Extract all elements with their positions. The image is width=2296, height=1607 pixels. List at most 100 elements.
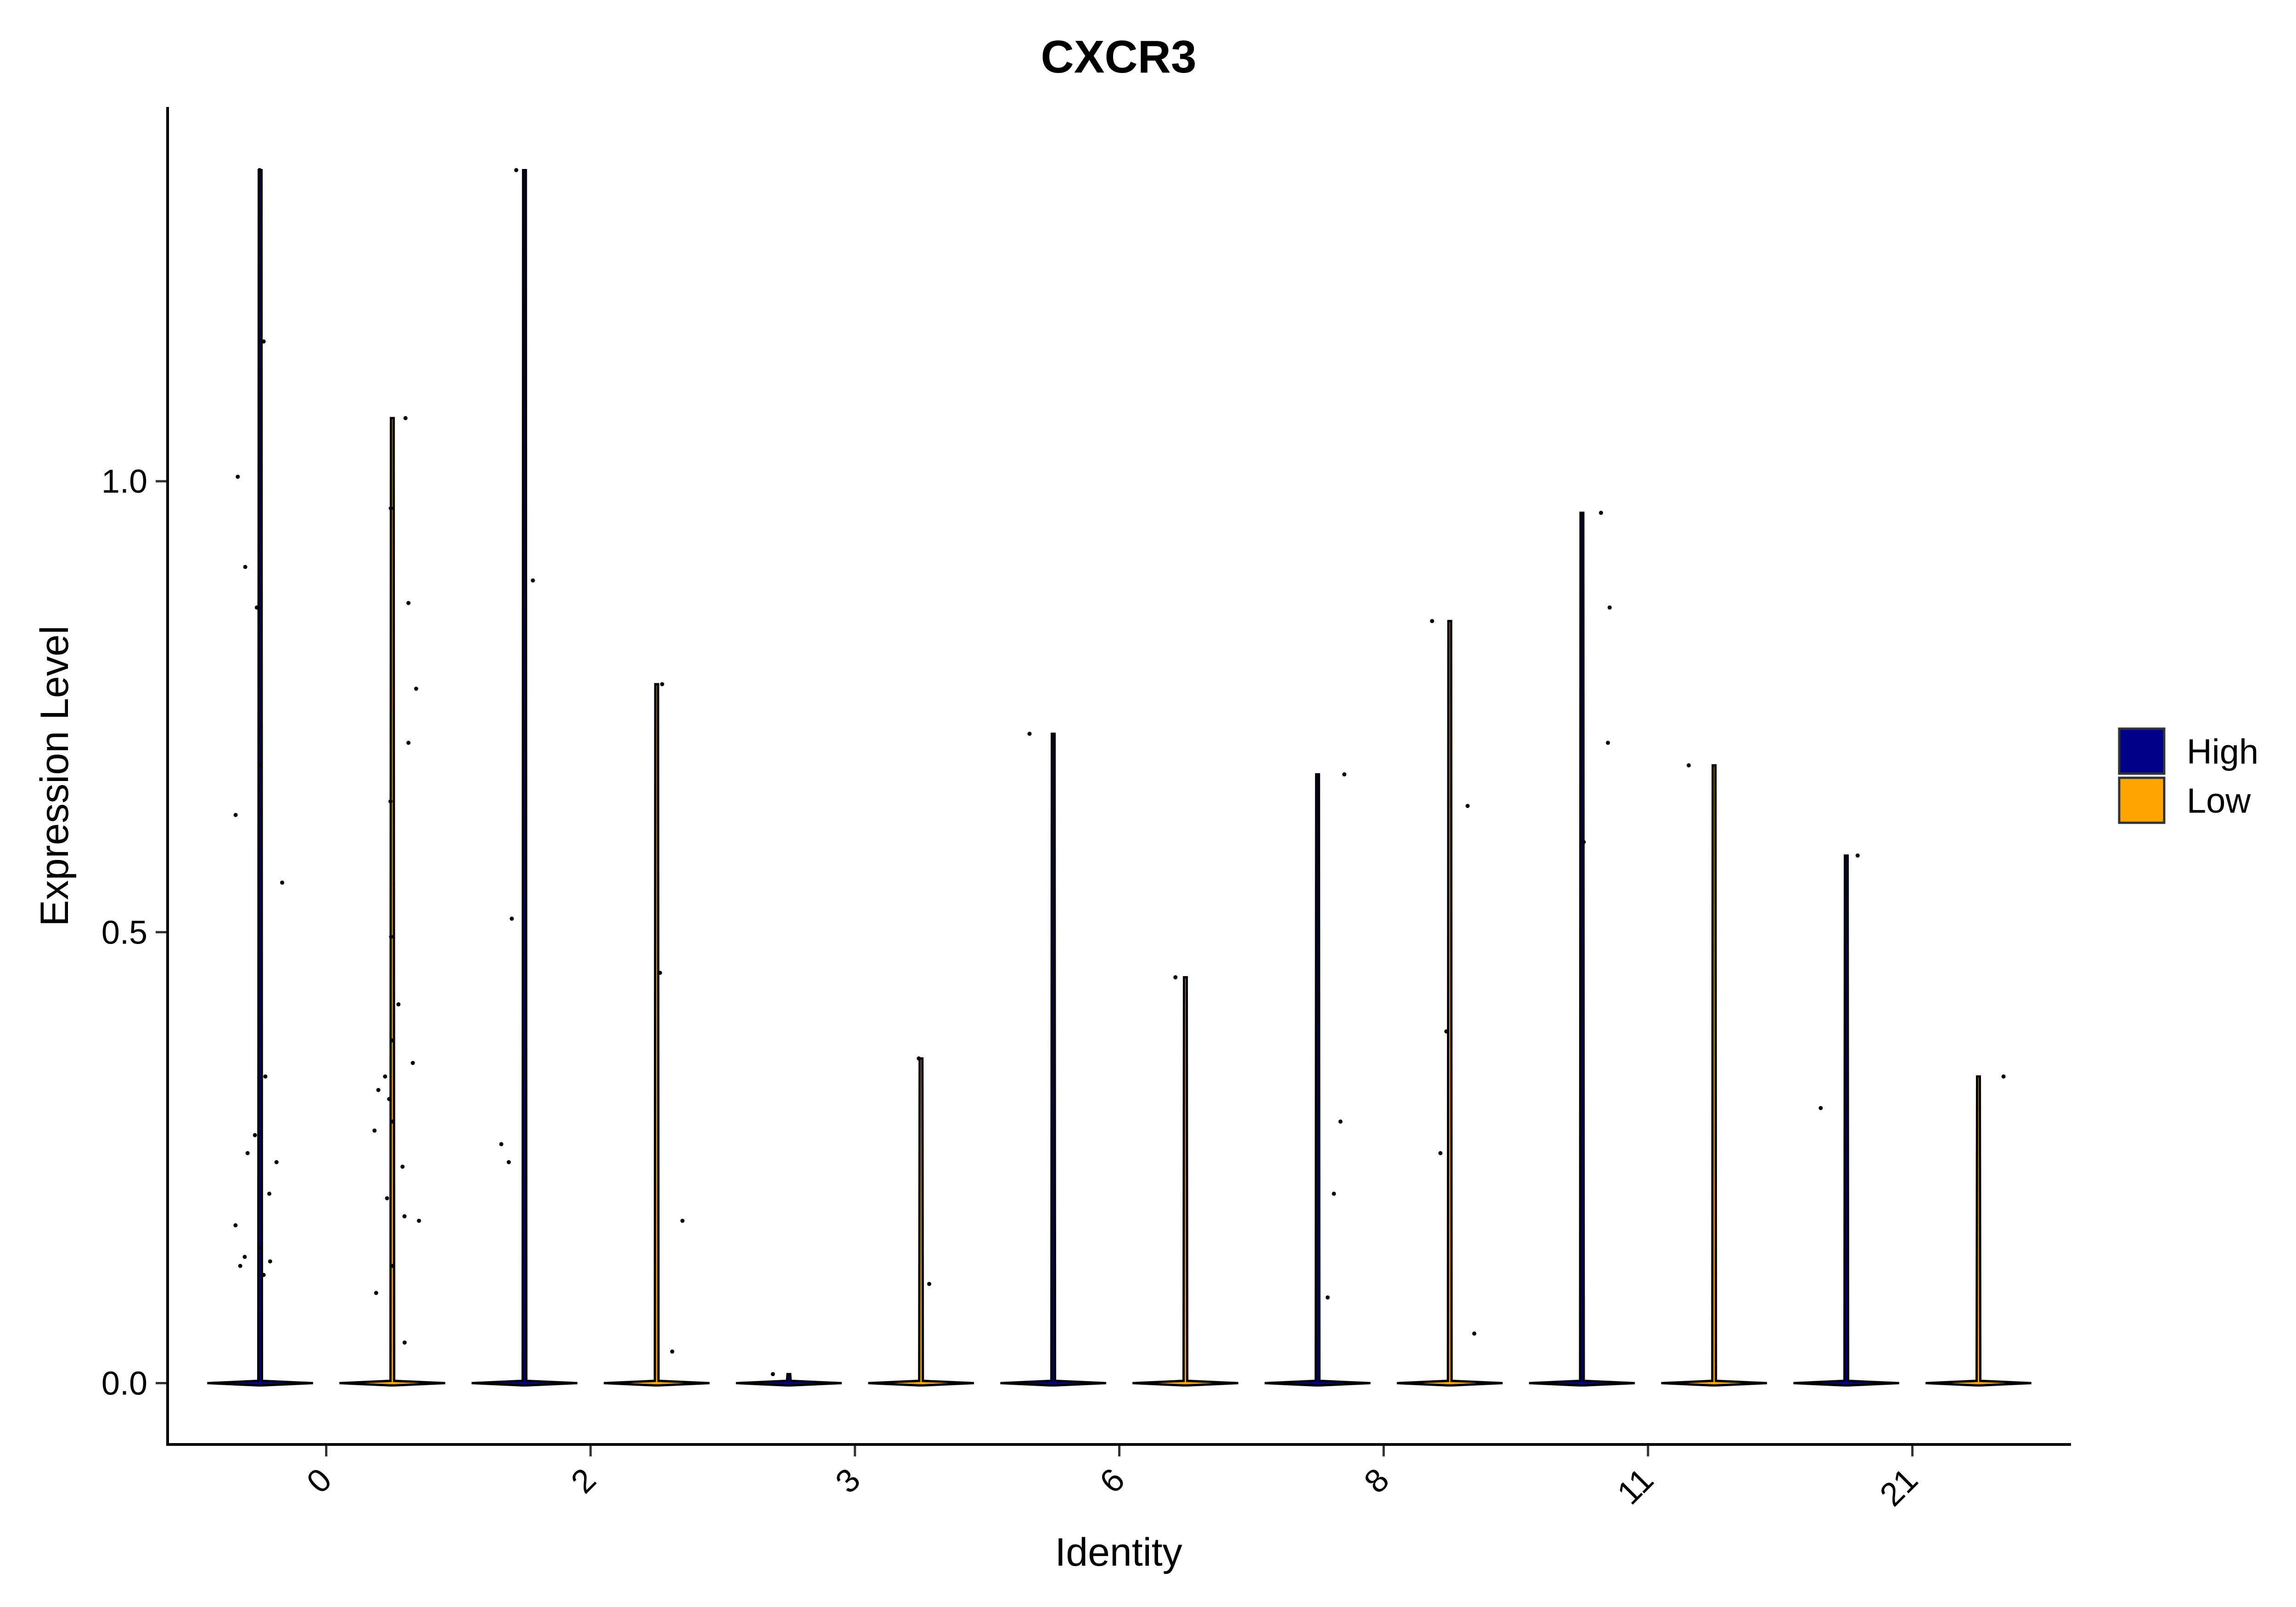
violin-low-21 [1925, 1075, 2032, 1387]
point-low-0-2 [406, 601, 411, 605]
point-high-0-1 [261, 339, 266, 344]
point-high-0-12 [267, 1191, 271, 1196]
chart-title: CXCR3 [1041, 31, 1197, 83]
violin-low-6 [1132, 976, 1238, 1387]
y-axis-title: Expression Level [33, 626, 77, 927]
point-high-21-1 [1818, 1106, 1823, 1110]
point-high-8-2 [1332, 1191, 1336, 1196]
y-tick-label: 0.5 [101, 914, 147, 951]
point-low-11-0 [1687, 763, 1691, 768]
point-low-0-14 [372, 1128, 377, 1133]
point-low-6-0 [1173, 975, 1178, 980]
plot-marks [207, 168, 2032, 1387]
x-axis-title: Identity [1055, 1530, 1182, 1574]
violin-low-11 [1661, 764, 1767, 1387]
point-high-11-1 [1607, 605, 1612, 610]
point-low-2-1 [658, 971, 662, 975]
point-low-0-6 [389, 934, 394, 939]
point-low-8-4 [1472, 1331, 1477, 1336]
point-low-0-1 [388, 506, 393, 511]
legend-label-low: Low [2187, 781, 2251, 820]
violin-high-11 [1529, 511, 1635, 1387]
point-low-8-2 [1444, 1029, 1449, 1034]
violin-low-8 [1396, 620, 1503, 1387]
point-high-8-1 [1338, 1119, 1343, 1124]
point-high-2-0 [514, 168, 518, 172]
point-high-0-3 [243, 565, 248, 569]
violin-high-6 [1000, 732, 1106, 1387]
violin-high-2 [471, 169, 578, 1387]
point-high-2-2 [510, 916, 514, 921]
point-low-0-20 [374, 1291, 378, 1295]
violin-low-0 [339, 417, 445, 1387]
point-high-2-1 [530, 578, 535, 583]
point-low-8-1 [1465, 804, 1470, 808]
point-low-0-19 [390, 1264, 395, 1268]
violin-low-2 [603, 683, 710, 1387]
point-low-0-16 [385, 1196, 389, 1201]
point-low-0-8 [389, 1038, 394, 1043]
legend: High Low [2118, 727, 2258, 824]
point-high-11-2 [1606, 741, 1610, 745]
point-high-0-4 [254, 605, 259, 610]
y-tick-label: 1.0 [101, 463, 147, 500]
point-low-0-4 [406, 741, 411, 745]
y-tick-label: 0.0 [101, 1365, 147, 1402]
point-high-21-0 [1855, 853, 1860, 858]
legend-label-high: High [2187, 732, 2258, 771]
y-axis-ticks: 0.0 0.5 1.0 [101, 463, 168, 1402]
point-low-0-7 [396, 1002, 401, 1006]
point-high-0-5 [258, 763, 263, 768]
point-high-0-14 [258, 1246, 262, 1250]
point-high-2-3 [499, 1142, 504, 1146]
point-low-0-21 [402, 1340, 407, 1345]
point-low-3-1 [927, 1281, 932, 1286]
point-low-0-17 [402, 1214, 407, 1219]
point-low-0-13 [390, 1119, 395, 1124]
violin-high-3 [736, 1373, 842, 1387]
point-high-8-3 [1325, 1295, 1330, 1300]
point-high-8-0 [1342, 772, 1347, 777]
point-low-0-5 [388, 799, 393, 804]
point-low-0-11 [376, 1088, 381, 1092]
point-low-8-0 [1430, 619, 1435, 624]
point-low-0-3 [414, 686, 418, 691]
violin-high-8 [1265, 773, 1371, 1387]
point-low-0-15 [400, 1164, 405, 1169]
point-low-0-9 [411, 1061, 415, 1065]
point-high-0-17 [238, 1264, 242, 1268]
point-high-0-0 [257, 168, 262, 172]
violin-high-0 [207, 169, 313, 1387]
point-low-0-18 [416, 1219, 421, 1223]
point-high-0-7 [280, 880, 284, 885]
point-low-2-2 [680, 1219, 685, 1223]
point-low-0-12 [387, 1097, 391, 1101]
point-low-21-0 [2001, 1074, 2006, 1079]
point-high-3-0 [771, 1372, 775, 1377]
violin-low-3 [868, 1057, 974, 1387]
point-high-0-10 [245, 1151, 250, 1156]
point-high-0-6 [233, 813, 238, 817]
point-high-0-13 [233, 1223, 238, 1228]
point-high-2-4 [506, 1160, 511, 1164]
point-high-0-15 [242, 1254, 247, 1259]
point-high-0-8 [263, 1074, 268, 1079]
point-low-2-0 [660, 682, 664, 686]
point-high-0-11 [274, 1160, 279, 1164]
point-high-11-3 [1581, 840, 1586, 844]
point-low-0-0 [403, 416, 408, 421]
point-high-6-0 [1027, 731, 1032, 736]
legend-swatch-low [2118, 776, 2166, 824]
point-low-2-3 [670, 1349, 675, 1354]
point-high-11-0 [1598, 511, 1603, 515]
legend-swatch-high [2118, 727, 2166, 775]
violin-high-21 [1793, 854, 1899, 1387]
point-high-0-16 [268, 1259, 272, 1264]
point-high-0-2 [236, 474, 240, 479]
point-low-8-3 [1438, 1151, 1443, 1156]
point-low-3-0 [917, 1056, 921, 1061]
point-high-0-9 [253, 1133, 257, 1137]
point-high-0-18 [261, 1273, 266, 1277]
